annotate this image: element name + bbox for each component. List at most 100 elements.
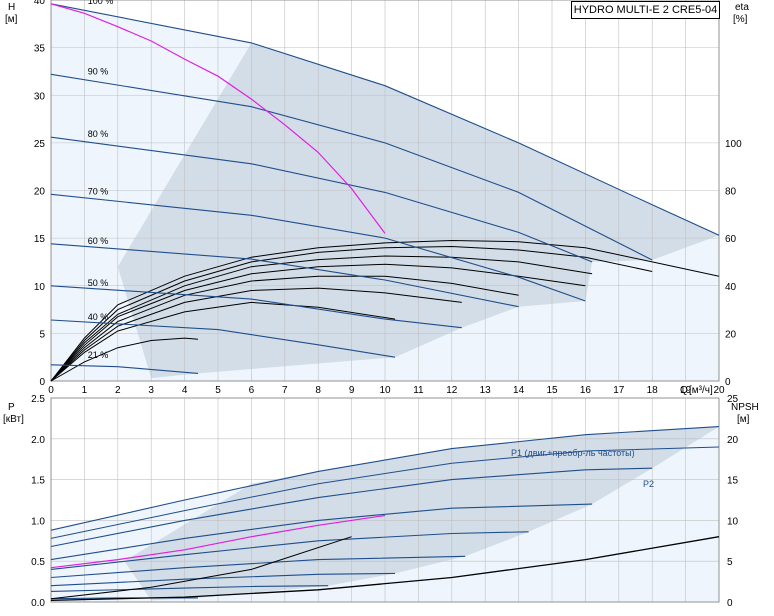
chart-layers: 100 %90 %80 %70 %60 %50 %40 %21 %0 1 2 3 4 5 6… [31, 0, 742, 609]
p-tick-label: 0.0 [31, 598, 45, 609]
eta-tick-label: 20 [725, 329, 737, 340]
eta-tick-label: 0 [725, 377, 731, 388]
h-tick-label: 40 [34, 0, 46, 7]
x-tick-label: 14 [513, 385, 525, 396]
x-tick-label: 9 [349, 385, 355, 396]
x-tick-label: 15 [546, 385, 558, 396]
x-tick-label: 6 [249, 385, 255, 396]
speed-label: 90 % [88, 66, 109, 76]
x-tick-label: 16 [580, 385, 592, 396]
h-tick-label: 25 [34, 139, 46, 150]
p1-series-label: P1 (двиг.+преобр-ль частоты) [511, 448, 635, 458]
npsh-tick-label: 10 [727, 516, 739, 527]
p1-curve [50, 503, 593, 561]
eta-tick-label: 40 [725, 282, 737, 293]
speed-label: 100 % [88, 0, 114, 6]
q-axis-unit: [м³/ч] [689, 385, 713, 396]
x-tick-label: 18 [647, 385, 659, 396]
speed-label: 80 % [88, 129, 109, 139]
eta-tick-label: 60 [725, 234, 737, 245]
head-curve [50, 3, 720, 236]
head-curve [50, 364, 199, 374]
eta-axis-label: eta [735, 2, 749, 13]
efficiency-curve [50, 255, 593, 382]
p1-curve [50, 426, 720, 531]
speed-label: 40 % [88, 312, 109, 322]
p-tick-label: 1.5 [31, 476, 45, 487]
x-tick-label: 13 [480, 385, 492, 396]
h-axis-label: H [8, 2, 15, 13]
npsh-tick-label: 0 [727, 598, 733, 609]
p1-curve [50, 572, 396, 587]
speed-label: 50 % [88, 278, 109, 288]
x-tick-label: 20 [713, 385, 725, 396]
eta-tick-label: 100 [725, 139, 742, 150]
p2-curve [50, 446, 720, 539]
x-tick-label: 19 [680, 385, 692, 396]
x-tick-label: 8 [315, 385, 321, 396]
p1-curve [50, 531, 529, 570]
eta-axis-unit: [%] [733, 14, 748, 25]
h-tick-label: 15 [34, 234, 46, 245]
p-axis-label: P [8, 402, 15, 413]
npsh-curve [50, 536, 720, 602]
npsh-curve-low [50, 536, 352, 600]
npsh-tick-label: 25 [727, 394, 739, 405]
eta-tick-label: 80 [725, 187, 737, 198]
x-tick-label: 12 [446, 385, 458, 396]
h-tick-label: 35 [34, 44, 46, 55]
head-curve [50, 136, 593, 263]
p1-curve [50, 555, 466, 579]
head-curve [50, 193, 586, 302]
system-power-curve [50, 514, 386, 569]
npsh-axis-unit: [м] [737, 414, 750, 425]
speed-label: 70 % [88, 186, 109, 196]
x-tick-label: 4 [182, 385, 188, 396]
efficiency-curve [50, 245, 653, 382]
p-axis-unit: [кВт] [3, 414, 24, 425]
npsh-tick-label: 15 [727, 476, 739, 487]
npsh-tick-label: 20 [727, 435, 739, 446]
npsh-axis-label: NPSH [731, 402, 759, 413]
p2-series-label: P2 [643, 479, 654, 489]
x-tick-label: 2 [115, 385, 121, 396]
q-axis-label: Q [680, 385, 688, 396]
x-tick-label: 7 [282, 385, 288, 396]
head-curve [50, 243, 519, 308]
p1-curve [50, 585, 329, 592]
h-tick-label: 20 [34, 187, 46, 198]
head-curve [50, 285, 462, 329]
head-curve [50, 319, 396, 358]
p-tick-label: 2.5 [31, 394, 45, 405]
h-tick-label: 5 [39, 329, 45, 340]
system-curve [50, 3, 386, 234]
x-tick-label: 5 [215, 385, 221, 396]
h-tick-label: 10 [34, 282, 46, 293]
x-tick-label: 1 [82, 385, 88, 396]
npsh-tick-label: 5 [727, 557, 733, 568]
speed-label: 60 % [88, 236, 109, 246]
efficiency-curve [50, 275, 519, 382]
h-tick-label: 30 [34, 91, 46, 102]
x-tick-label: 11 [413, 385, 424, 396]
p-tick-label: 0.5 [31, 557, 45, 568]
h-tick-label: 0 [39, 377, 45, 388]
efficiency-curve [50, 301, 396, 382]
x-tick-label: 3 [148, 385, 154, 396]
p-tick-label: 1.0 [31, 516, 45, 527]
p1-curve [50, 467, 653, 548]
x-tick-label: 10 [379, 385, 391, 396]
x-tick-label: 0 [48, 385, 54, 396]
efficiency-curve [50, 263, 586, 382]
power-operating-area [124, 426, 720, 601]
x-tick-label: 17 [613, 385, 625, 396]
top-plot-frame [50, 0, 720, 382]
efficiency-curve [50, 239, 720, 382]
chart-title: HYDRO MULTI-E 2 CRE5-04 [571, 1, 720, 19]
bottom-plot-frame [50, 397, 720, 603]
h-axis-unit: [м] [5, 14, 18, 25]
p-tick-label: 2.0 [31, 435, 45, 446]
speed-label: 21 % [88, 350, 109, 360]
